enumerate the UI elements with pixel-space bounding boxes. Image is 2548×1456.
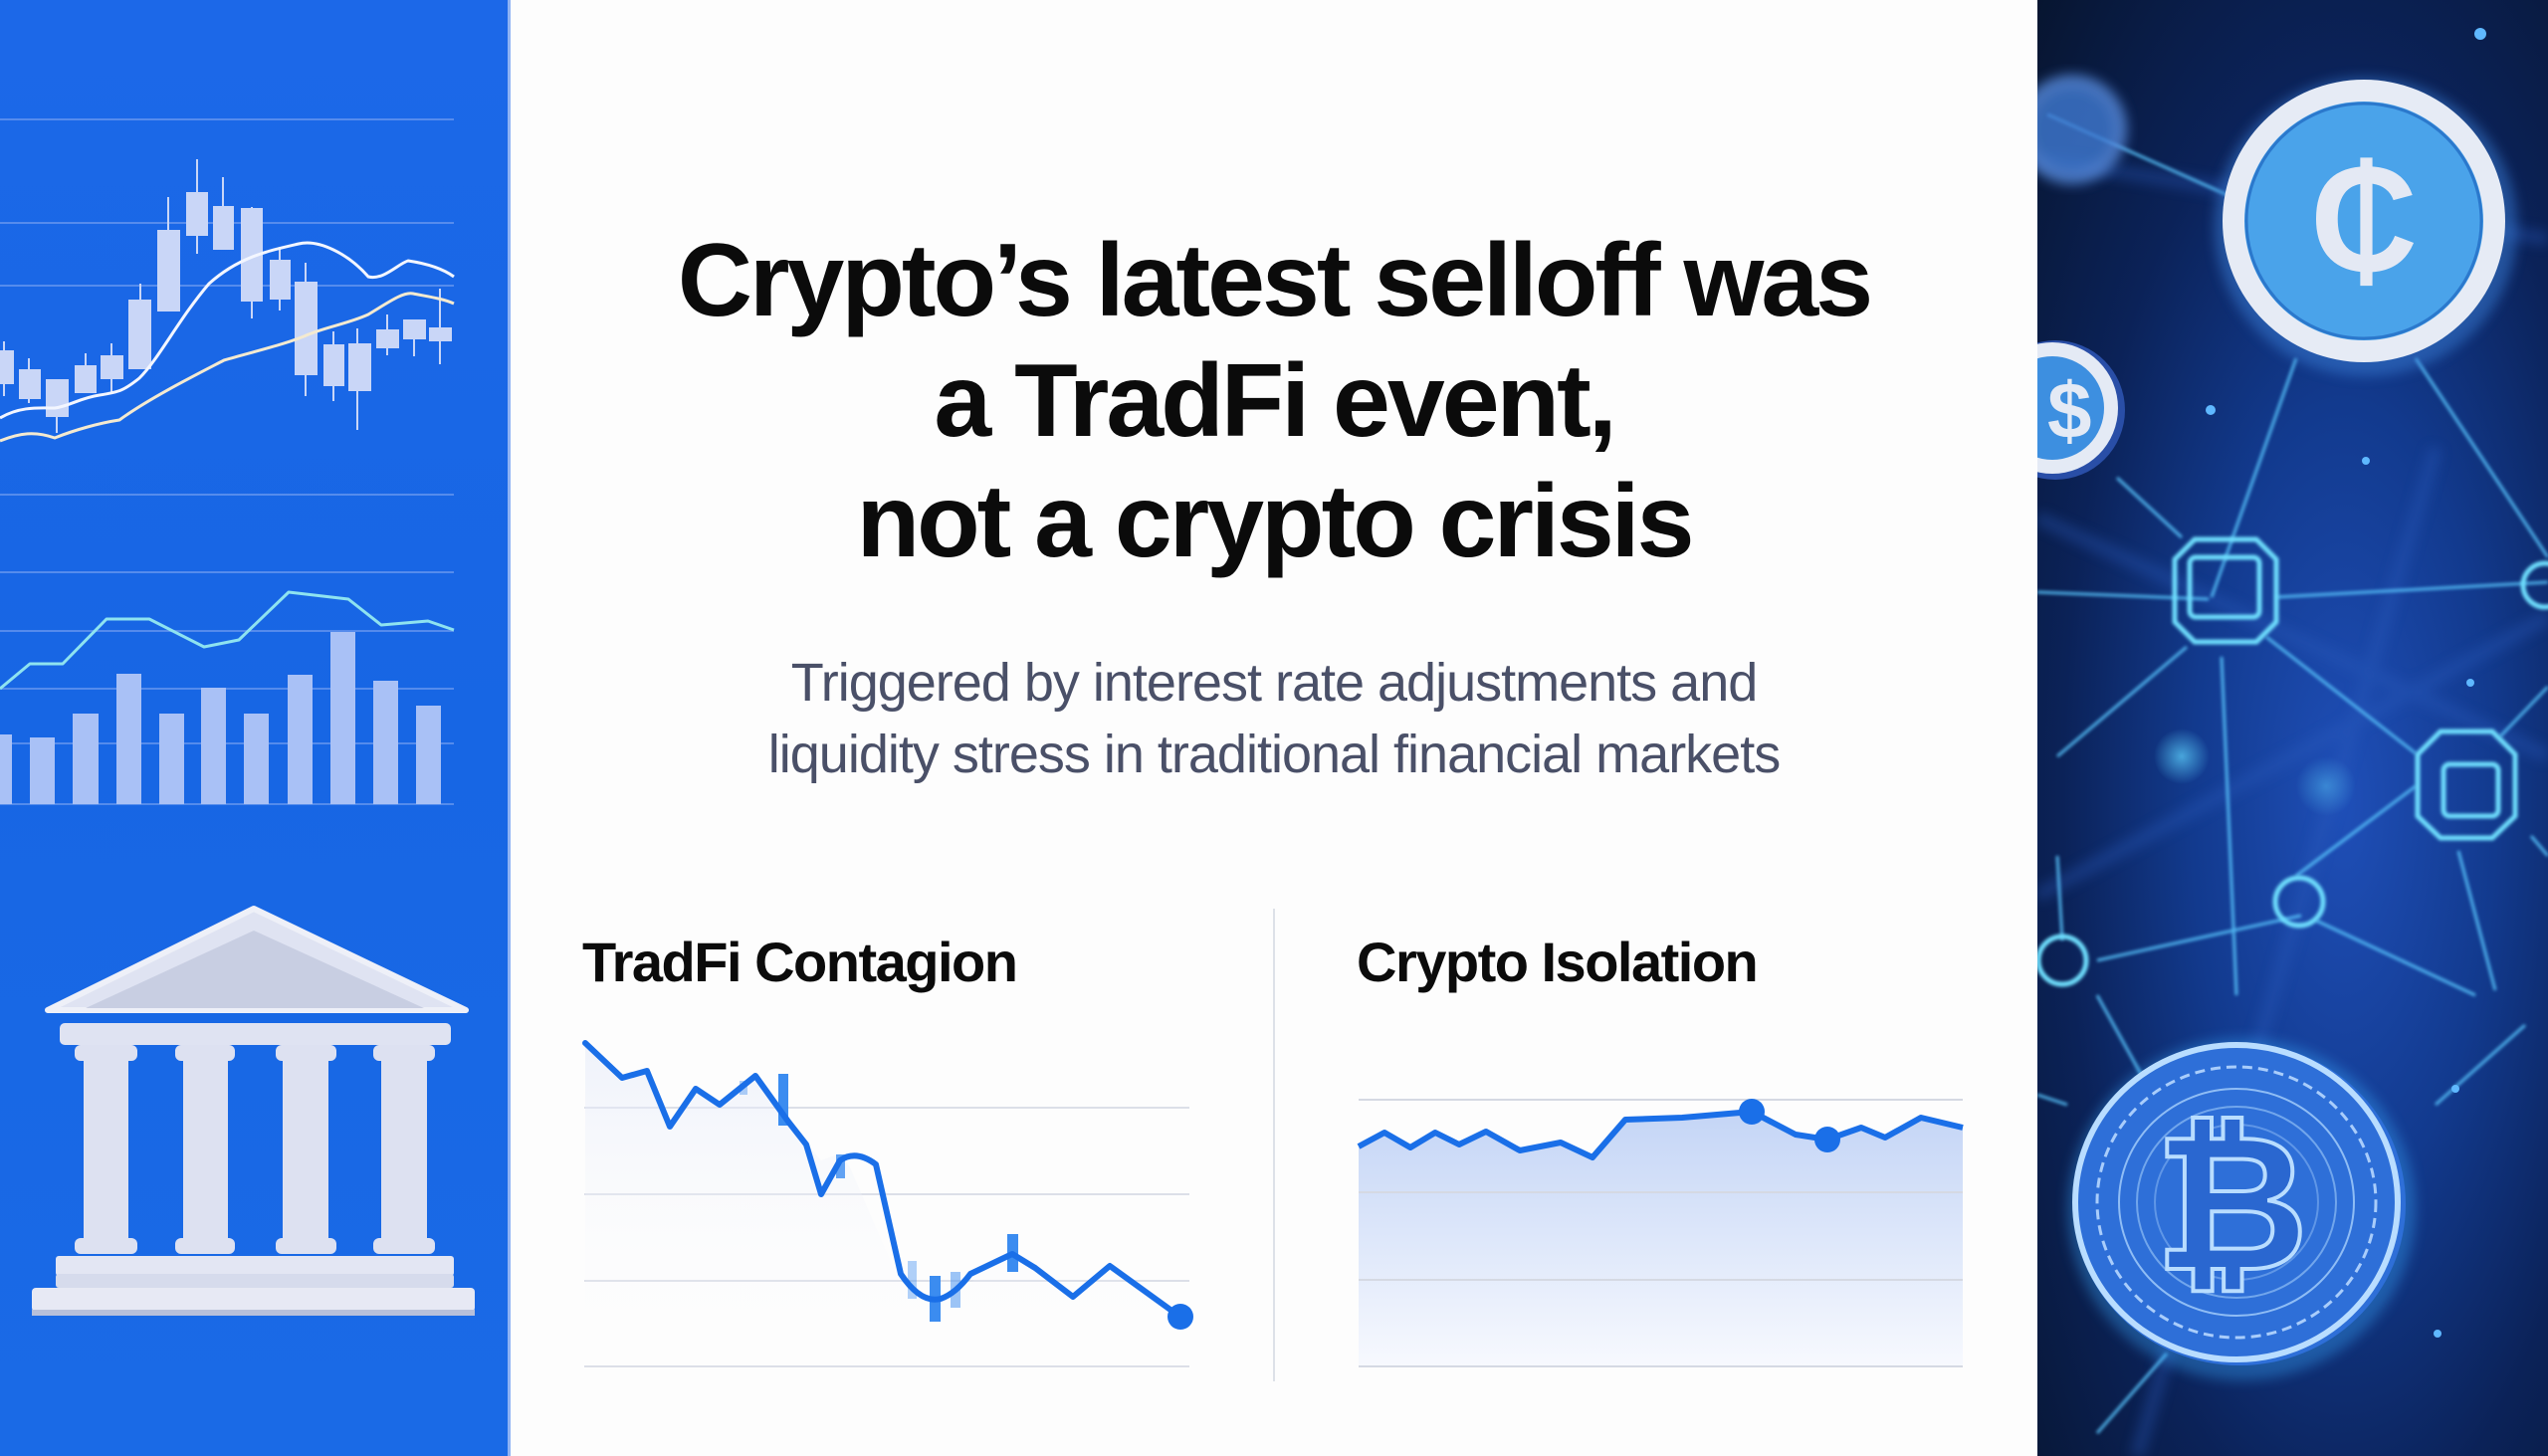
tradfi-illustration-panel xyxy=(0,0,511,1456)
crypto-illustration-panel: $ ₵ ₿ xyxy=(2037,0,2548,1456)
tradfi-graphics xyxy=(0,118,475,1316)
blockchain-graphics: $ ₵ ₿ xyxy=(2037,28,2548,1456)
headline-line: a TradFi event, xyxy=(934,343,1616,459)
svg-text:₿: ₿ xyxy=(2155,1099,2309,1310)
tradfi-chart-title: TradFi Contagion xyxy=(582,931,1018,993)
dollar-coin-icon: $ xyxy=(2037,340,2125,480)
candlestick-chart-icon xyxy=(0,118,455,573)
chart-divider xyxy=(1273,909,1275,1381)
svg-text:₵: ₵ xyxy=(2310,135,2418,303)
panel-edge xyxy=(508,0,511,1456)
bank-building-icon xyxy=(32,906,475,1316)
subtitle-line: liquidity stress in traditional financia… xyxy=(767,725,1781,784)
bitcoin-coin-icon: ₿ xyxy=(2067,1038,2416,1380)
subtitle-line: Triggered by interest rate adjustments a… xyxy=(790,653,1759,713)
crypto-chart-title: Crypto Isolation xyxy=(1357,931,1759,993)
crypto-coin-icon: ₵ xyxy=(2215,78,2517,376)
bar-line-chart-icon xyxy=(0,590,455,805)
dollar-coin-icon-blurred xyxy=(2037,75,2127,184)
subtitle: Triggered by interest rate adjustments a… xyxy=(511,647,2037,790)
headline-line: not a crypto crisis xyxy=(856,464,1695,579)
svg-text:$: $ xyxy=(2047,366,2092,455)
headline: Crypto’s latest selloff was a TradFi eve… xyxy=(511,221,2037,582)
headline-line: Crypto’s latest selloff was xyxy=(677,223,1873,338)
